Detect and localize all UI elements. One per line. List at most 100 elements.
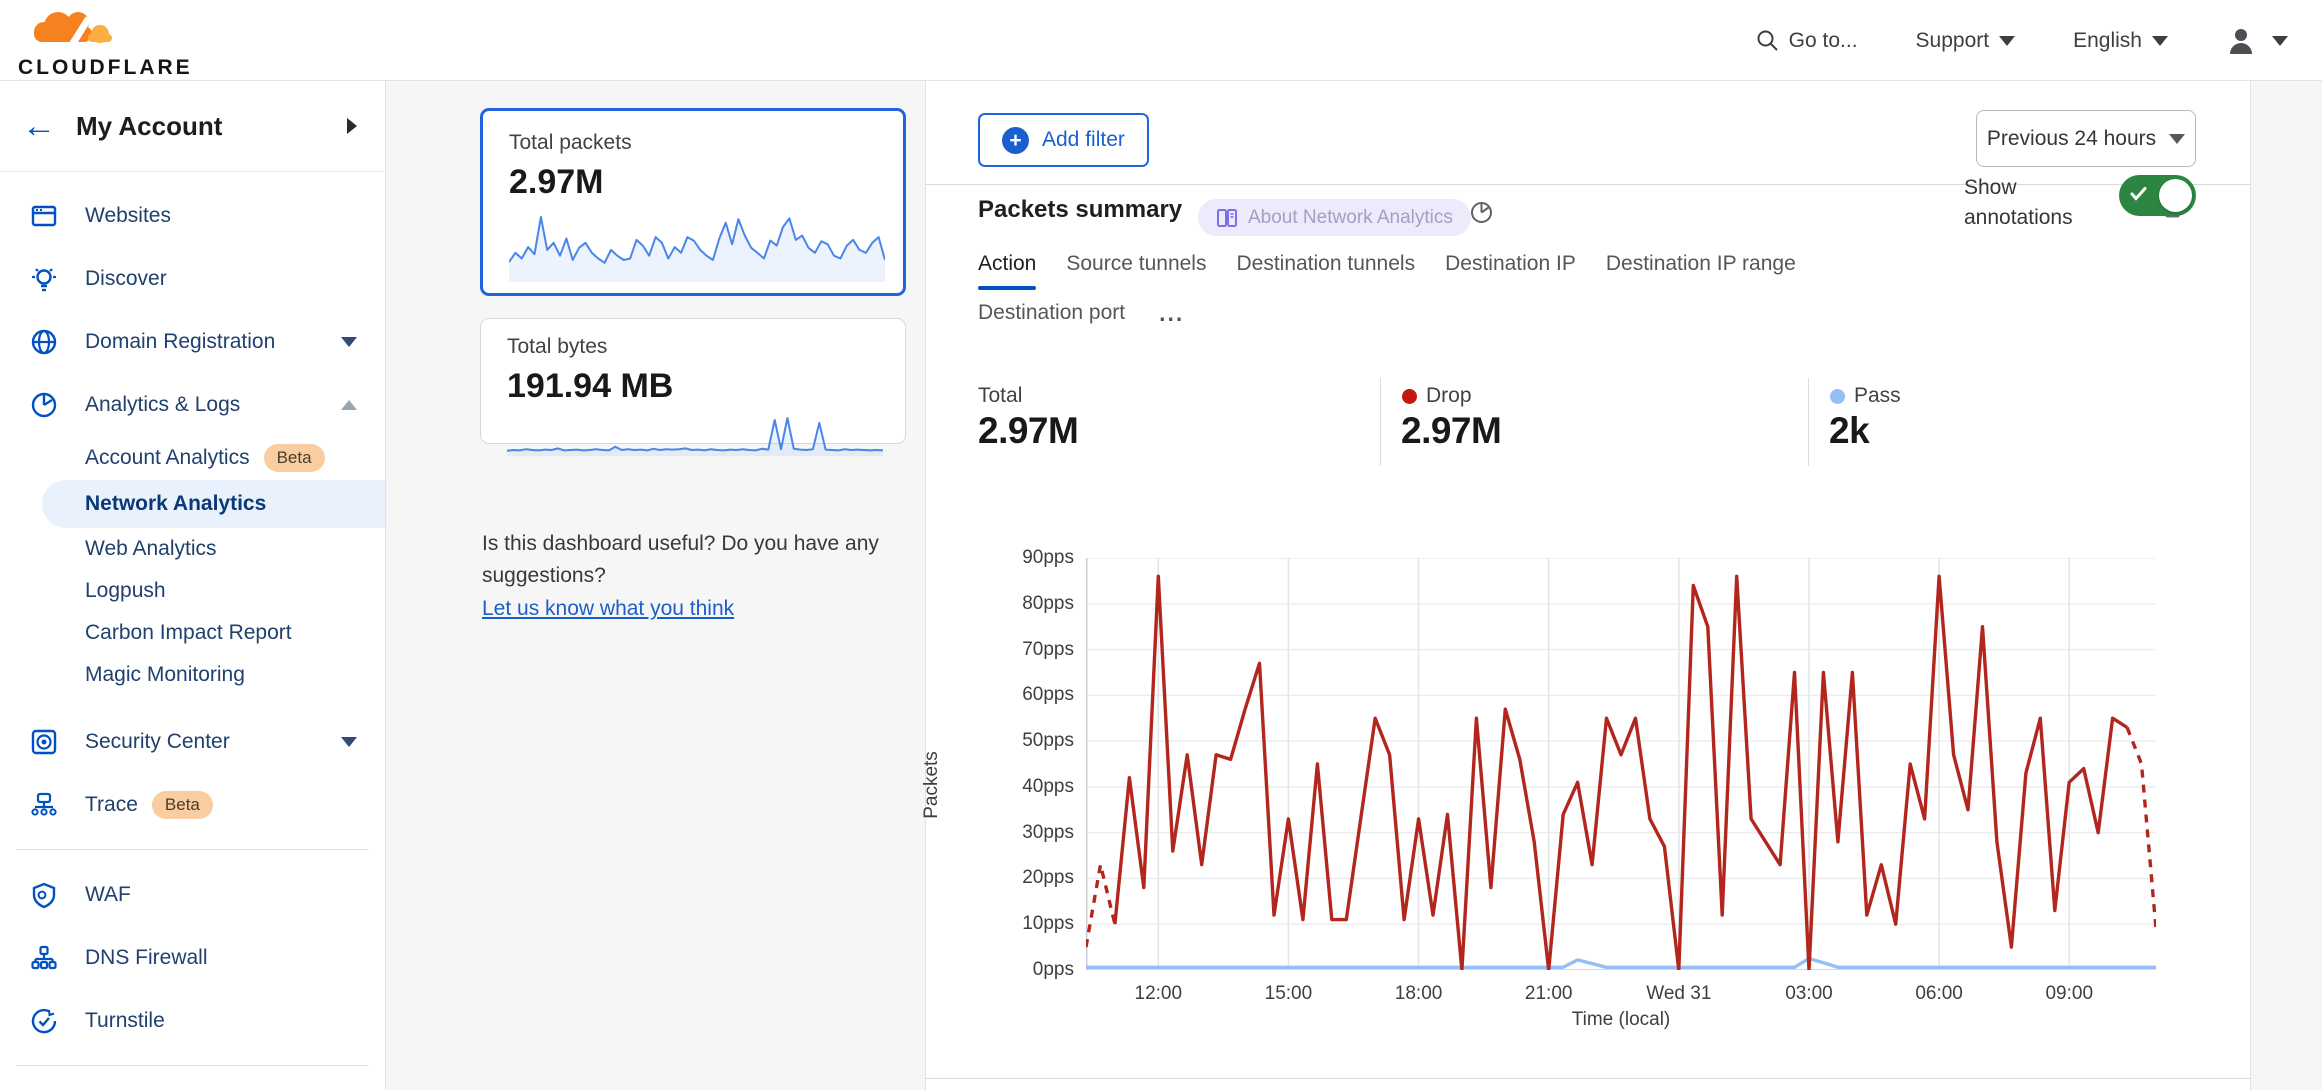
account-menu[interactable] <box>2226 26 2288 56</box>
x-tick: Wed 31 <box>1646 983 1712 1004</box>
sidebar-item-label: Turnstile <box>85 1008 165 1032</box>
about-network-analytics-badge[interactable]: About Network Analytics <box>1198 199 1471 236</box>
sidebar-item-carbon-impact[interactable]: Carbon Impact Report <box>0 612 385 654</box>
support-label: Support <box>1915 28 1990 52</box>
beta-badge: Beta <box>151 790 213 819</box>
lightbulb-icon <box>30 265 58 293</box>
support-menu[interactable]: Support <box>1916 29 2016 53</box>
time-range-label: Previous 24 hours <box>1986 126 2157 150</box>
sidebar-item-account-analytics[interactable]: Account Analytics Beta <box>0 436 385 480</box>
sidebar-divider <box>16 1065 369 1066</box>
summary-tabs-row2: Destination port ... <box>978 300 1184 337</box>
y-tick: 40pps <box>1022 775 1074 797</box>
cloudflare-logo[interactable]: CLOUDFLARE <box>18 8 193 80</box>
search-icon <box>1757 30 1778 51</box>
back-arrow-icon[interactable]: ← <box>22 107 56 145</box>
sidebar-item-label: Websites <box>85 203 171 227</box>
feedback-block: Is this dashboard useful? Do you have an… <box>482 528 898 625</box>
user-icon <box>2230 28 2252 54</box>
sidebar-item-security-center[interactable]: Security Center <box>0 710 385 773</box>
sidebar-item-magic-monitoring[interactable]: Magic Monitoring <box>0 654 385 696</box>
sidebar-item-trace[interactable]: Trace Beta <box>0 773 385 836</box>
language-label: English <box>2073 28 2142 52</box>
sidebar-item-network-analytics-selected[interactable]: Network Analytics <box>42 480 385 528</box>
sidebar-item-partially-visible[interactable] <box>0 1079 385 1090</box>
sidebar-item-discover[interactable]: Discover <box>0 247 385 310</box>
sidebar-item-turnstile[interactable]: Turnstile <box>0 989 385 1052</box>
y-tick: 0pps <box>1032 959 1074 980</box>
browser-window-icon <box>30 202 58 230</box>
sidebar-item-label: Web Analytics <box>85 537 217 560</box>
sidebar: ← My Account Websites Discover <box>0 81 386 1090</box>
node-tree-icon <box>30 944 58 972</box>
tab-action[interactable]: Action <box>978 252 1037 290</box>
show-annotations-label: Show annotations <box>1964 176 2073 230</box>
account-header: ← My Account <box>0 81 385 172</box>
stat-pass-value: 2k <box>1829 410 1870 451</box>
globe-icon <box>30 328 58 356</box>
more-tabs-ellipsis[interactable]: ... <box>1159 300 1185 326</box>
sidebar-item-label: Magic Monitoring <box>85 663 245 686</box>
trace-diagram-icon <box>30 791 58 819</box>
top-header: CLOUDFLARE Go to... Support English <box>0 0 2322 81</box>
sidebar-item-waf[interactable]: WAF <box>0 863 385 926</box>
packets-chart: Packets 0pps 10pps 20pps 30pps 40pps 50pps 60p… <box>921 540 2252 1070</box>
x-tick: 12:00 <box>1134 983 1183 1004</box>
stat-total-label: Total <box>978 384 1023 407</box>
y-tick: 30pps <box>1022 821 1074 843</box>
sidebar-item-label: Security Center <box>85 729 230 753</box>
tab-destination-ip-range[interactable]: Destination IP range <box>1605 252 1796 275</box>
panel-title: Packets summary <box>978 196 1183 223</box>
chevron-right-icon[interactable] <box>347 118 357 134</box>
sidebar-item-label: Domain Registration <box>85 329 276 353</box>
language-menu[interactable]: English <box>2073 29 2168 53</box>
chevron-down-icon <box>341 336 357 347</box>
tab-destination-ip[interactable]: Destination IP <box>1445 252 1576 275</box>
goto-search[interactable]: Go to... <box>1756 29 1858 53</box>
x-tick: 06:00 <box>1915 983 1963 1004</box>
total-packets-card[interactable]: Total packets 2.97M <box>480 108 906 296</box>
plus-icon: + <box>1002 126 1029 154</box>
y-tick: 90pps <box>1022 547 1074 568</box>
sidebar-item-domain-registration[interactable]: Domain Registration <box>0 310 385 373</box>
show-annotations-toggle[interactable] <box>2119 175 2196 216</box>
security-safe-icon <box>30 728 58 756</box>
sidebar-item-websites[interactable]: Websites <box>0 184 385 247</box>
y-tick: 10pps <box>1022 913 1074 935</box>
x-tick: 21:00 <box>1524 983 1573 1004</box>
clock-check-icon <box>30 1007 58 1035</box>
stats-divider <box>1380 378 1381 466</box>
tab-destination-port[interactable]: Destination port <box>978 300 1126 324</box>
y-tick: 60pps <box>1022 684 1074 706</box>
sidebar-item-label: Trace <box>85 792 138 816</box>
chevron-down-icon <box>2272 35 2288 46</box>
cloudflare-cloud-icon <box>34 12 112 50</box>
toggle-knob <box>2159 179 2192 212</box>
sidebar-item-label: Account Analytics <box>85 446 250 469</box>
feedback-link[interactable]: Let us know what you think <box>482 597 735 620</box>
total-bytes-card[interactable]: Total bytes 191.94 MB <box>480 318 906 456</box>
tab-destination-tunnels[interactable]: Destination tunnels <box>1236 252 1416 275</box>
goto-label: Go to... <box>1788 28 1858 52</box>
tab-source-tunnels[interactable]: Source tunnels <box>1066 252 1207 275</box>
x-tick: 18:00 <box>1394 983 1443 1004</box>
sidebar-item-analytics-logs[interactable]: Analytics & Logs <box>0 373 385 436</box>
sidebar-item-dns-firewall[interactable]: DNS Firewall <box>0 926 385 989</box>
pie-chart-toggle-icon[interactable] <box>1469 200 1494 230</box>
stat-drop-label: Drop <box>1426 384 1472 407</box>
sidebar-item-web-analytics[interactable]: Web Analytics <box>0 528 385 570</box>
about-badge-label: About Network Analytics <box>1248 206 1453 228</box>
filter-toolbar: + Add filter Previous 24 hours <box>926 81 2250 185</box>
y-tick: 70pps <box>1022 638 1074 660</box>
total-packets-sparkline <box>508 208 886 287</box>
sidebar-item-logpush[interactable]: Logpush <box>0 570 385 612</box>
time-range-dropdown[interactable]: Previous 24 hours <box>1976 110 2196 167</box>
add-filter-button[interactable]: + Add filter <box>978 113 1149 167</box>
sidebar-item-label: Analytics & Logs <box>85 392 241 416</box>
y-tick: 20pps <box>1022 867 1074 889</box>
feedback-question: Is this dashboard useful? Do you have an… <box>482 532 879 587</box>
drop-legend-dot <box>1402 389 1417 404</box>
y-tick: 80pps <box>1022 592 1074 614</box>
book-icon <box>1217 208 1237 227</box>
sidebar-nav: Websites Discover Domain Registration <box>0 172 385 1090</box>
